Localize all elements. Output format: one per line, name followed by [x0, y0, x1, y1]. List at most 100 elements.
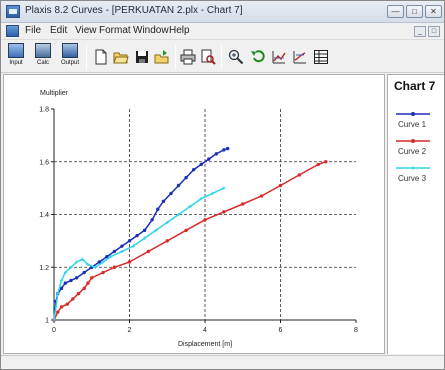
input-icon — [8, 43, 24, 58]
child-restore-button[interactable]: □ — [428, 26, 440, 37]
new-file-icon[interactable] — [93, 49, 109, 65]
chart-settings-icon[interactable] — [271, 49, 287, 65]
data-point-curve-2 — [82, 286, 86, 291]
legend-entry-curve-2[interactable]: Curve 2 — [394, 136, 444, 158]
data-point-curve-1 — [120, 244, 124, 248]
output-button[interactable]: Output — [59, 43, 81, 70]
data-point-curve-1 — [184, 175, 188, 180]
data-point-curve-2 — [127, 260, 132, 264]
data-point-curve-1 — [105, 255, 109, 259]
series-line-curve-3 — [53, 187, 225, 321]
menu-file[interactable]: File — [25, 25, 42, 36]
print-icon[interactable] — [180, 49, 196, 65]
data-point-curve-1 — [127, 239, 132, 243]
y-tick-label: 1.6 — [39, 159, 49, 166]
data-point-curve-1 — [222, 148, 226, 152]
legend-entry-curve-3[interactable]: Curve 3 — [394, 163, 444, 185]
calc-button[interactable]: Calc — [32, 43, 54, 70]
data-point-curve-1 — [82, 270, 86, 275]
data-point-curve-1 — [142, 228, 147, 233]
save-icon[interactable] — [134, 49, 150, 65]
legend-label-curve-1: Curve 1 — [398, 120, 427, 129]
data-point-curve-3 — [80, 257, 84, 261]
data-point-curve-2 — [203, 218, 207, 222]
data-point-curve-2 — [278, 183, 283, 188]
document-icon[interactable] — [6, 25, 19, 37]
data-point-curve-2 — [59, 305, 64, 309]
data-point-curve-2 — [71, 297, 75, 301]
calc-label: Calc — [36, 60, 49, 66]
print-preview-icon[interactable] — [200, 49, 216, 65]
data-point-curve-2 — [184, 228, 188, 233]
child-minimize-button[interactable]: _ — [414, 26, 426, 37]
input-button[interactable]: Input — [5, 43, 27, 70]
window-title: Plaxis 8.2 Curves - [PERKUATAN 2.plx - C… — [25, 5, 243, 16]
y-axis-label: Multiplier — [40, 90, 69, 97]
zoom-icon[interactable] — [228, 49, 244, 65]
data-point-curve-3 — [52, 318, 56, 322]
data-point-curve-2 — [65, 302, 69, 306]
chart-area[interactable]: 0 2 4 6 8 1 1.2 1.4 1.6 1.8 Multiplier Displacement… — [3, 74, 385, 354]
close-button[interactable]: ✕ — [425, 5, 442, 18]
toolbar-separator — [221, 45, 222, 69]
data-point-curve-1 — [135, 233, 139, 238]
series-line-curve-1 — [53, 147, 228, 321]
data-point-curve-1 — [199, 162, 203, 167]
undo-icon[interactable] — [250, 49, 266, 65]
data-point-curve-2 — [259, 194, 264, 198]
data-point-curve-3 — [131, 244, 135, 248]
menu-format[interactable]: Format — [99, 25, 131, 36]
curve-settings-icon[interactable] — [292, 49, 308, 65]
title-bar[interactable]: Plaxis 8.2 Curves - [PERKUATAN 2.plx - C… — [1, 1, 444, 23]
data-point-curve-2 — [76, 291, 81, 296]
data-point-curve-3 — [199, 197, 203, 201]
output-label: Output — [60, 60, 79, 66]
data-point-curve-3 — [188, 204, 192, 209]
data-point-curve-3 — [56, 292, 60, 296]
menu-bar: File Edit View Format Window Help _ □ — [1, 23, 444, 40]
data-point-curve-3 — [143, 236, 147, 240]
data-point-curve-1 — [214, 152, 219, 156]
legend-line-curve-2 — [396, 139, 430, 143]
menu-help[interactable]: Help — [169, 25, 190, 36]
data-point-curve-2 — [316, 162, 320, 167]
open-folder-icon[interactable] — [113, 49, 129, 65]
app-icon[interactable] — [6, 5, 20, 18]
chart-canvas[interactable]: 0 2 4 6 8 1 1.2 1.4 1.6 1.8 Multiplier Displacement… — [4, 75, 384, 353]
status-bar — [1, 355, 444, 369]
menu-window[interactable]: Window — [133, 25, 169, 36]
y-tick-label: 1.2 — [39, 265, 49, 272]
table-icon[interactable] — [313, 49, 329, 65]
legend-label-curve-3: Curve 3 — [398, 174, 427, 183]
x-tick-label: 8 — [354, 327, 358, 334]
legend-panel: Chart 7 Curve 1 Curve 2 Curve 3 — [387, 74, 444, 354]
data-point-curve-2 — [86, 281, 90, 285]
data-point-curve-1 — [156, 207, 160, 211]
output-icon — [62, 43, 78, 58]
data-point-curve-2 — [324, 160, 328, 164]
y-tick-label: 1.8 — [39, 107, 49, 114]
data-point-curve-3 — [210, 191, 215, 195]
minimize-button[interactable]: — — [387, 5, 404, 18]
data-point-curve-1 — [207, 157, 211, 161]
legend-line-curve-3 — [396, 166, 430, 170]
menu-edit[interactable]: Edit — [50, 25, 68, 36]
input-label: Input — [9, 60, 23, 66]
menu-view[interactable]: View — [75, 25, 97, 36]
toolbar-separator — [86, 45, 87, 69]
series-line-curve-2 — [53, 160, 327, 321]
data-point-curve-2 — [146, 249, 151, 254]
maximize-button[interactable]: □ — [406, 5, 423, 18]
data-point-curve-3 — [120, 249, 124, 254]
legend-title: Chart 7 — [394, 79, 436, 93]
data-point-curve-1 — [97, 260, 102, 264]
legend-entry-curve-1[interactable]: Curve 1 — [394, 109, 444, 131]
data-point-curve-3 — [75, 260, 79, 264]
data-point-curve-1 — [63, 281, 68, 285]
y-tick-label: 1.4 — [39, 212, 49, 219]
data-point-curve-1 — [69, 278, 73, 283]
export-icon[interactable] — [154, 49, 170, 65]
data-point-curve-2 — [222, 210, 226, 214]
data-point-curve-1 — [225, 146, 230, 151]
